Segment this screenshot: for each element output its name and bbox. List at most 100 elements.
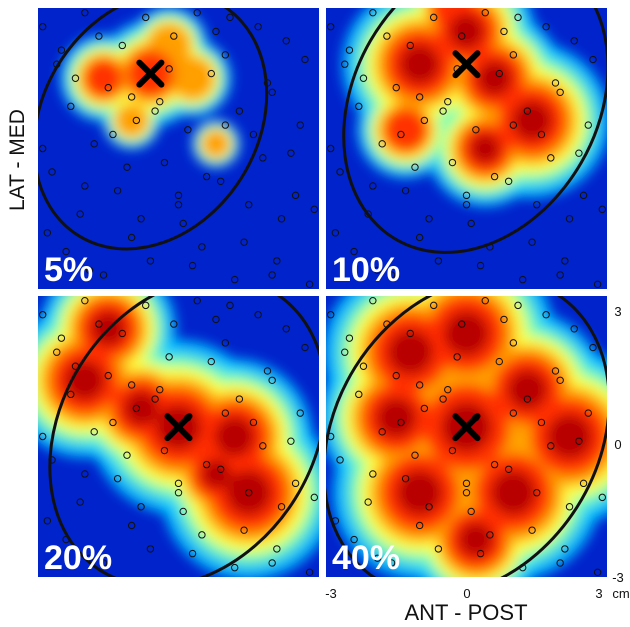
electrode-marker: [369, 296, 377, 305]
electrode-marker: [305, 568, 314, 577]
electrode-marker: [355, 390, 363, 399]
electrode-marker: [350, 535, 358, 544]
electrode-marker: [99, 559, 108, 567]
electrode-marker: [113, 474, 122, 483]
electrode-marker: [345, 46, 354, 54]
electrode-marker: [420, 116, 429, 125]
electrode-marker: [221, 121, 230, 129]
x-axis-label: ANT - POST: [404, 600, 527, 625]
electrode-marker: [184, 126, 192, 134]
electrode-marker: [448, 158, 457, 167]
electrode-marker: [118, 41, 127, 50]
electrode-marker: [127, 93, 136, 101]
electrode-marker: [415, 521, 424, 530]
electrode-marker: [174, 201, 183, 209]
electrode-marker: [277, 215, 286, 223]
electrode-marker: [231, 275, 239, 284]
electrode-marker: [570, 325, 578, 333]
electrode-marker: [500, 315, 508, 324]
electrode-marker: [481, 296, 489, 305]
electrode-marker: [369, 8, 377, 17]
x-unit-label: cm: [612, 586, 629, 601]
confidence-ellipse: [326, 296, 607, 577]
electrode-marker: [378, 428, 386, 436]
electrode-marker: [533, 201, 541, 209]
x-tick-neg3: -3: [325, 586, 337, 601]
heat-blob: [115, 103, 149, 137]
electrode-marker: [448, 446, 457, 455]
electrode-marker: [579, 479, 588, 488]
electrode-marker: [188, 261, 197, 270]
heat-blob: [448, 13, 485, 50]
electrode-marker: [305, 280, 314, 289]
y-tick-3: 3: [614, 304, 621, 319]
electrode-marker: [259, 154, 267, 162]
electrode-marker: [179, 219, 187, 228]
electrode-marker: [43, 229, 52, 237]
electrode-marker: [137, 215, 145, 223]
electrode-marker: [528, 526, 536, 534]
electrode-marker: [500, 27, 508, 36]
electrode-marker: [462, 201, 471, 209]
electrode-marker: [364, 498, 372, 506]
electrode-marker: [556, 376, 564, 384]
electrode-marker: [67, 102, 75, 111]
electrode-marker: [397, 130, 405, 139]
electrode-marker: [240, 238, 248, 246]
electrode-marker: [57, 334, 66, 342]
confidence-ellipse: [38, 8, 269, 251]
heat-blobs: [59, 8, 241, 169]
electrode-marker: [188, 549, 197, 558]
electrode-marker: [174, 191, 183, 200]
electrode-marker: [547, 154, 555, 162]
electrode-marker: [359, 74, 368, 82]
heat-blob: [84, 59, 123, 98]
electrode-marker: [551, 367, 560, 375]
electrode-marker: [551, 79, 560, 87]
electrode-marker: [439, 395, 447, 403]
heat-blob: [511, 100, 553, 141]
electrode-marker: [575, 149, 583, 157]
heat-blob: [443, 310, 490, 357]
electrode-marker: [165, 353, 173, 361]
electrode-marker: [216, 465, 225, 473]
electrode-marker: [411, 451, 419, 459]
electrode-marker: [509, 51, 518, 59]
heat-blob: [470, 133, 501, 164]
electrode-marker: [95, 32, 103, 40]
electrode-marker: [589, 55, 597, 64]
heat-blob: [396, 469, 443, 516]
electrode-marker: [104, 83, 112, 92]
electrode-marker: [310, 493, 319, 502]
heat-blob: [476, 60, 513, 96]
electrode-marker: [123, 451, 131, 459]
center-marker: [452, 413, 481, 442]
panel-percent-label: 10%: [332, 251, 400, 289]
electrode-marker: [156, 385, 164, 394]
electrode-marker: [401, 474, 410, 483]
electrode-marker: [364, 210, 372, 218]
electrode-marker: [584, 409, 592, 417]
electrode-marker: [38, 23, 47, 31]
electrode-marker: [415, 381, 424, 389]
heatmap-panel-3: 20%: [38, 296, 319, 577]
electrode-marker: [287, 437, 295, 445]
heat-blob: [490, 469, 537, 516]
heat-blob: [214, 416, 255, 457]
electrode-marker: [245, 201, 253, 209]
electrode-marker: [401, 186, 410, 195]
electrode-marker: [537, 130, 546, 139]
electrode-marker: [369, 182, 377, 190]
x-tick-3: 3: [595, 586, 602, 601]
electrode-marker: [296, 409, 304, 417]
electrode-marker: [345, 334, 354, 342]
electrode-marker: [434, 257, 443, 265]
electrode-marker: [504, 177, 513, 185]
electrode-marker: [462, 191, 471, 200]
electrode-marker: [301, 55, 309, 64]
electrode-marker: [231, 563, 239, 572]
electrode-marker: [415, 93, 424, 101]
electrode-marker: [142, 301, 150, 310]
electrode-marker: [533, 489, 541, 497]
electrode-marker: [221, 51, 230, 59]
